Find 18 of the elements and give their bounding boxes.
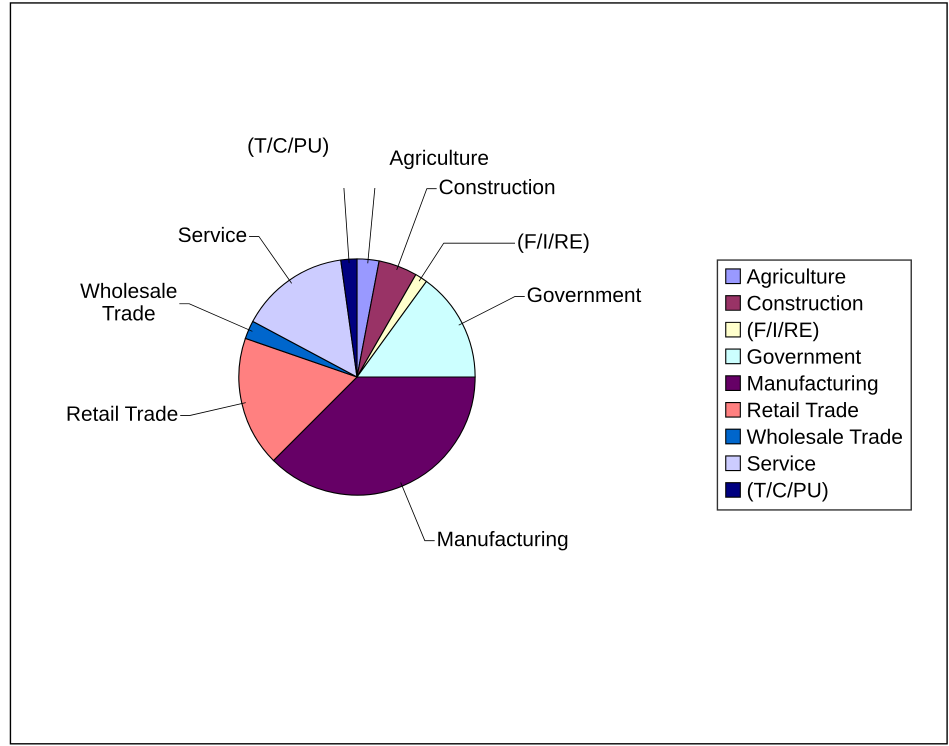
slice-label: Government (528, 287, 642, 302)
legend-label: Agriculture (746, 268, 846, 288)
slice-label: Construction (440, 179, 554, 194)
legend-label: Construction (748, 295, 862, 310)
legend-label: Wholesale Trade (746, 428, 902, 444)
slice-label: Manufacturing (438, 530, 568, 550)
slice-label: Retail Trade (68, 406, 178, 422)
legend-label: (T/C/PU) (748, 482, 828, 502)
slice-label: (F/I/RE) (518, 233, 589, 253)
slice-label: Agriculture (389, 150, 488, 170)
legend-label: Service (748, 455, 816, 471)
slice-label: Service (178, 226, 246, 242)
legend-label: (F/I/RE) (748, 322, 818, 342)
legend-label: Retail Trade (748, 402, 858, 418)
slice-label: (T/C/PU) (248, 137, 328, 157)
slice-label: Wholesale Trade (80, 282, 176, 321)
legend-label: Manufacturing (748, 375, 878, 395)
legend-label: Government (748, 349, 862, 364)
